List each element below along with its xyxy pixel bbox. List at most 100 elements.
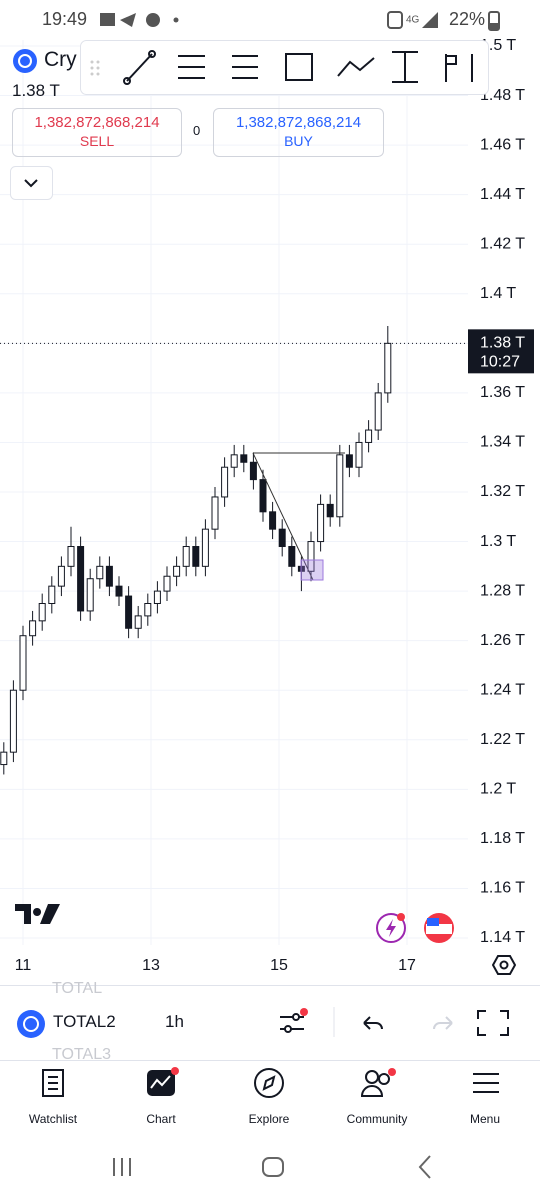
sell-button[interactable]: 1,382,872,868,214 SELL [12, 108, 182, 157]
drawing-lines [252, 452, 345, 581]
symbol[interactable]: TOTAL2 [53, 1012, 116, 1031]
y-tick-label: 1.18 T [480, 830, 525, 847]
x-tick-label: 11 [15, 957, 32, 974]
candle-body [96, 565, 104, 580]
candle-body [269, 511, 277, 530]
symbol-icon [17, 1010, 45, 1038]
y-tick-label: 1.5 T [480, 37, 516, 54]
x-tick-label: 15 [270, 957, 288, 974]
buy-label: BUY [284, 133, 313, 149]
candle-body [77, 546, 85, 612]
candle-body [163, 575, 171, 592]
drawing-toolbar[interactable] [80, 40, 490, 96]
candle-body [374, 392, 382, 431]
candle-body [57, 565, 65, 587]
candle-body [336, 454, 344, 518]
chart: 1.5 T 1.48 T 1.46 T 1.44 T 1.42 T 1.4 T 1.38 T… [0, 37, 534, 974]
y-tick-label: 1.22 T [480, 731, 525, 748]
y-tick-label: 1.42 T [480, 235, 525, 252]
candle-body [288, 546, 296, 567]
candle-body [365, 429, 373, 443]
candle-body [317, 503, 325, 543]
sell-label: SELL [79, 133, 115, 149]
candle-body [9, 689, 17, 753]
candle-body [307, 541, 315, 572]
candle-body [182, 546, 190, 567]
symbol-logo [13, 49, 37, 73]
candle-body [86, 578, 94, 612]
candle-body [355, 441, 363, 468]
y-tick-label: 1.26 T [480, 632, 525, 649]
nav-label[interactable]: Chart [146, 1112, 176, 1126]
chart-badges[interactable] [375, 910, 465, 946]
y-tick-label: 1.24 T [480, 681, 525, 698]
candle-body [278, 528, 286, 548]
candle-body [230, 454, 238, 468]
nav-label[interactable]: Explore [248, 1112, 290, 1126]
x-tick-label: 13 [142, 957, 160, 974]
candle-body [115, 585, 123, 597]
candle-body [144, 603, 152, 617]
nav-label[interactable]: Watchlist [28, 1112, 78, 1126]
sell-price: 1,382,872,868,214 [34, 114, 160, 131]
y-tick-label: 1.32 T [480, 483, 525, 500]
spread: 0 [193, 123, 201, 138]
divider [0, 985, 540, 986]
battery-icon [488, 11, 500, 31]
symbol-next: TOTAL3 [52, 1046, 111, 1063]
y-tick-label: 1.48 T [480, 87, 525, 104]
candle-body [38, 603, 46, 622]
system-nav[interactable] [0, 1150, 540, 1184]
countdown: 10:27 [480, 354, 520, 371]
candle-body [0, 751, 8, 766]
y-tick-label: 1.28 T [480, 582, 525, 599]
candle-body [345, 454, 353, 468]
status-time: 19:49 [42, 9, 88, 29]
y-tick-label: 1.3 T [480, 533, 516, 550]
candle-body [259, 479, 267, 513]
candle-body [201, 528, 209, 567]
candle-body [249, 461, 257, 481]
y-tick-label: 1.34 T [480, 434, 525, 451]
candle-body [125, 595, 133, 629]
tv-logo [15, 904, 60, 924]
y-tick-label: 1.14 T [480, 929, 525, 946]
nav-icons [42, 1067, 499, 1098]
svg-text:4G: 4G [406, 15, 420, 26]
collapse-button[interactable] [10, 166, 53, 200]
last-price-box [468, 329, 534, 374]
candle-body [384, 342, 392, 394]
x-tick-label: 17 [398, 957, 416, 974]
nav-label[interactable]: Menu [469, 1112, 501, 1126]
buy-price: 1,382,872,868,214 [235, 114, 362, 131]
candle-body [173, 565, 181, 577]
candle-body [67, 546, 75, 567]
interval[interactable]: 1h [165, 1012, 184, 1031]
y-tick-label: 1.44 T [480, 186, 525, 203]
y-tick-label: 1.4 T [480, 285, 516, 302]
symbol-prev: TOTAL [52, 980, 103, 997]
status-signal: 4G [387, 11, 438, 29]
symbol-name: Cry [44, 48, 77, 71]
divider [0, 1060, 540, 1061]
y-tick-label: 1.46 T [480, 136, 525, 153]
settings-icon[interactable] [492, 953, 516, 977]
last-price-label: 1.38 T [480, 335, 525, 352]
candle-body [221, 466, 229, 498]
candle-body [19, 635, 27, 691]
toolbar-icons[interactable] [276, 1005, 516, 1039]
candle-body [192, 546, 200, 567]
y-tick-label: 1.16 T [480, 880, 525, 897]
drawing-box [300, 559, 324, 581]
status-icons [100, 13, 179, 27]
candle-body [326, 503, 334, 518]
candle-body [211, 496, 219, 530]
buy-button[interactable]: 1,382,872,868,214 BUY [213, 108, 384, 157]
status-battery: 22% [449, 9, 486, 29]
header-price: 1.38 T [12, 81, 60, 100]
candle-body [134, 615, 142, 629]
candle-body [240, 454, 248, 463]
nav-label[interactable]: Community [346, 1112, 408, 1126]
y-tick-label: 1.2 T [480, 781, 516, 798]
